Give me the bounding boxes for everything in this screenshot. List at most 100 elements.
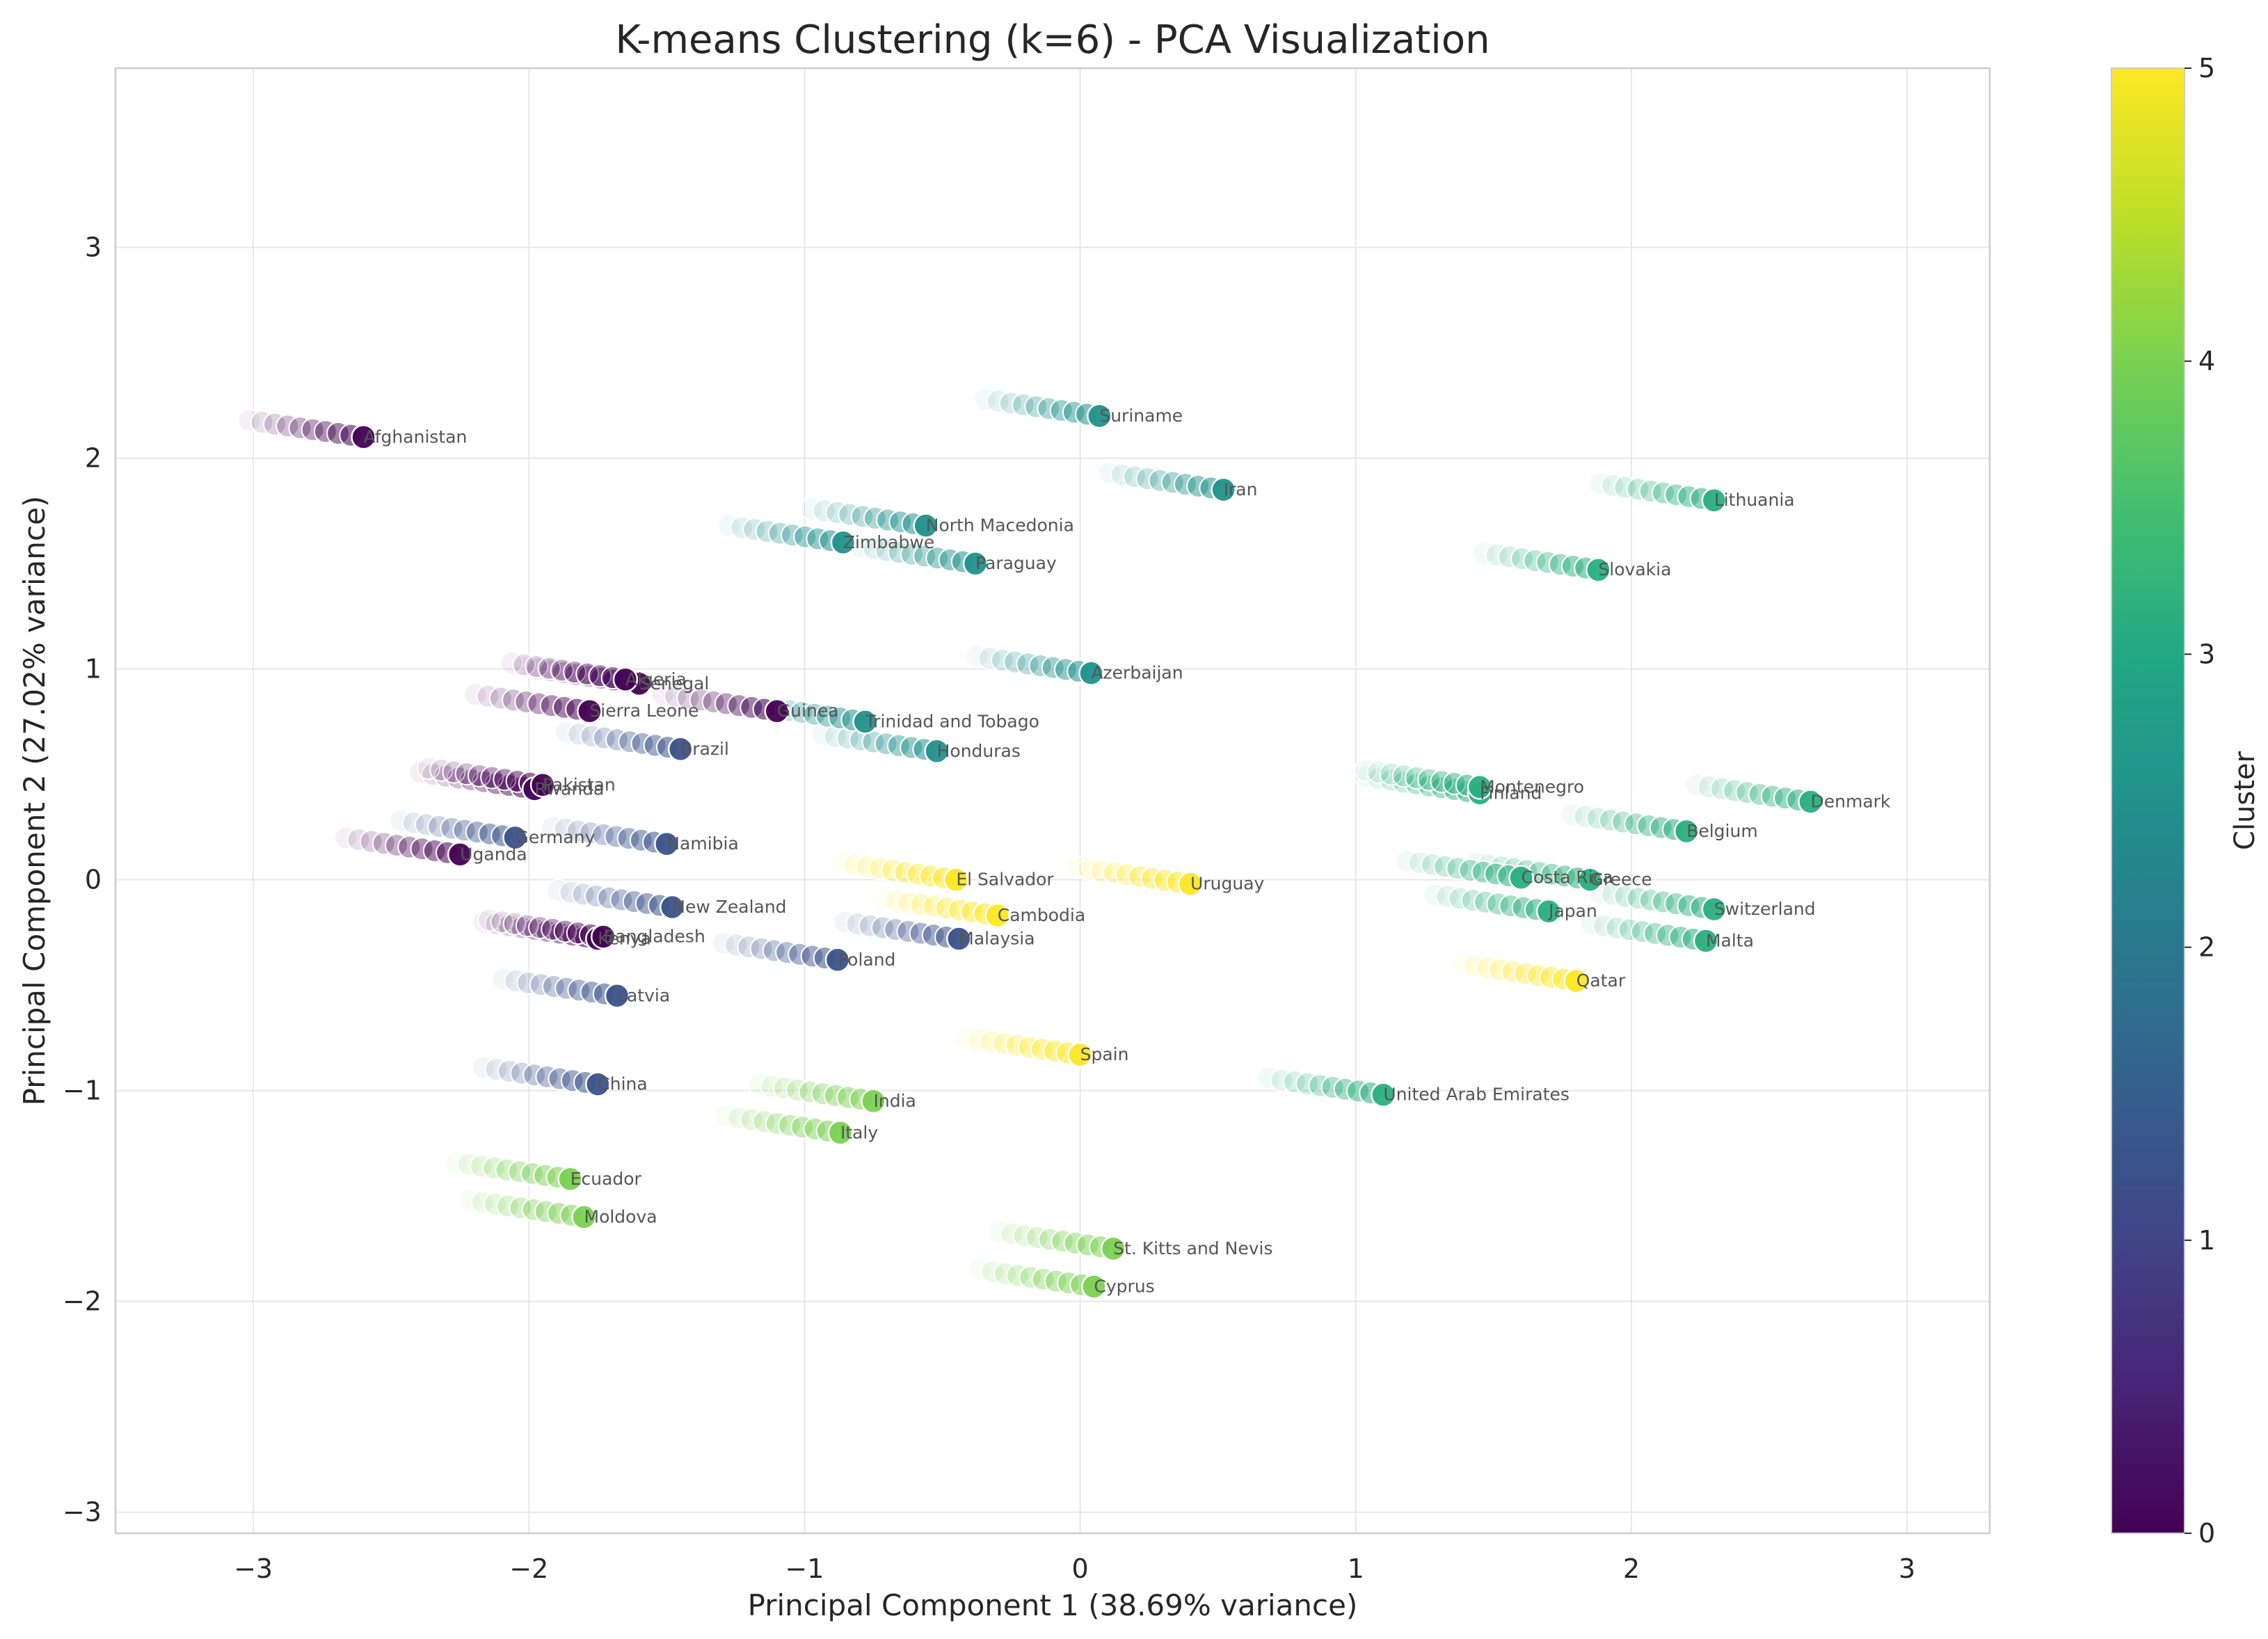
country-label: Cyprus [1094, 1276, 1154, 1296]
streak-mark [476, 684, 500, 708]
streak-mark [1366, 767, 1391, 791]
streak-mark [863, 506, 887, 530]
streak-mark [689, 688, 713, 712]
streak-mark [509, 1196, 533, 1220]
country-label: Senegal [639, 673, 710, 694]
streak-mark [1024, 394, 1048, 419]
streak-mark [346, 827, 371, 852]
streak-mark [1041, 655, 1065, 680]
streak-mark [874, 732, 898, 756]
streak-mark [442, 760, 466, 784]
colorbar [2111, 67, 2185, 1534]
streak-mark [823, 1083, 847, 1108]
streak-mark [1735, 781, 1759, 805]
streak-mark [862, 536, 886, 561]
streak-mark [812, 499, 836, 523]
streak-mark [275, 414, 300, 438]
streak-mark [1391, 764, 1416, 788]
streak-mark [798, 1080, 822, 1104]
country-label: Poland [838, 950, 895, 970]
streak-mark [1005, 1033, 1029, 1057]
country-label: United Arab Emirates [1383, 1085, 1570, 1105]
streak-mark [727, 694, 751, 718]
streak-mark [622, 890, 646, 914]
streak-mark [414, 813, 438, 837]
scatter-point [830, 529, 856, 556]
scatter-point [1563, 968, 1589, 994]
streak-mark [845, 912, 870, 936]
streak-mark [553, 919, 577, 943]
country-label: El Salvador [956, 870, 1054, 890]
streak-mark [1458, 858, 1483, 882]
streak-mark [584, 884, 608, 909]
streak-mark [1638, 888, 1663, 912]
streak-mark [592, 726, 616, 750]
country-label: Costa Rica [1522, 868, 1613, 888]
scatter-point [1371, 1082, 1396, 1108]
streak-mark [1003, 650, 1028, 674]
scatter-point [946, 926, 972, 952]
x-tick-label: −2 [509, 1553, 548, 1584]
streak-mark [553, 817, 577, 841]
streak-mark [781, 523, 805, 547]
colorbar-tick-label: 5 [2198, 53, 2215, 83]
streak-mark [1513, 961, 1538, 986]
streak-mark [717, 513, 741, 538]
streak-mark [1760, 784, 1784, 808]
streak-mark [504, 968, 528, 993]
scatter-point [924, 738, 950, 765]
streak-mark [896, 919, 920, 943]
streak-mark [1476, 956, 1500, 980]
streak-mark [1664, 483, 1688, 507]
scatter-point [1535, 898, 1562, 925]
streak-mark [906, 862, 930, 886]
scatter-point [660, 894, 685, 920]
scatter-point [1087, 403, 1112, 429]
streak-mark [605, 728, 630, 752]
scatter-point [612, 666, 639, 693]
streak-mark [727, 1105, 751, 1130]
scatter-point [654, 831, 680, 857]
streak-mark [1611, 810, 1636, 834]
streak-mark [389, 809, 413, 833]
country-label: Brazil [680, 739, 729, 759]
streak-mark [521, 1197, 545, 1222]
streak-mark [1333, 1077, 1357, 1101]
streak-mark [541, 974, 566, 998]
streak-mark [534, 1199, 558, 1224]
country-label: India [873, 1091, 916, 1111]
streak-mark [909, 893, 934, 917]
country-label: North Macedonia [926, 515, 1074, 536]
scatter-point [557, 1166, 583, 1192]
scatter-point [1508, 865, 1534, 890]
country-label: Malta [1706, 931, 1754, 951]
streak-mark [458, 1188, 482, 1213]
country-label: Germany [515, 827, 595, 847]
country-label: Denmark [1810, 792, 1890, 812]
streak-mark [1031, 1267, 1055, 1291]
country-label: Italy [840, 1122, 878, 1142]
streak-mark [767, 521, 792, 545]
streak-mark [842, 853, 867, 877]
streak-mark [1579, 912, 1604, 936]
streak-mark [875, 538, 899, 563]
streak-mark [1354, 765, 1378, 789]
streak-mark [1030, 1037, 1054, 1062]
streak-mark [986, 389, 1010, 413]
streak-mark [1462, 954, 1487, 978]
scatter-point [667, 736, 694, 762]
scatter-point [852, 709, 878, 735]
streak-mark [987, 1220, 1012, 1244]
streak-mark [1025, 1225, 1049, 1249]
streak-mark [1407, 851, 1432, 875]
streak-mark [527, 691, 551, 716]
streak-mark [1497, 545, 1522, 569]
streak-mark [855, 854, 879, 879]
colorbar-tick-label: 3 [2198, 639, 2215, 669]
y-tick-label: −1 [63, 1076, 102, 1106]
country-label: Afghanistan [364, 426, 468, 447]
streak-mark [966, 1028, 991, 1052]
country-label: Iran [1224, 479, 1258, 499]
colorbar-tick-label: 2 [2198, 932, 2215, 963]
streak-mark [749, 936, 774, 961]
